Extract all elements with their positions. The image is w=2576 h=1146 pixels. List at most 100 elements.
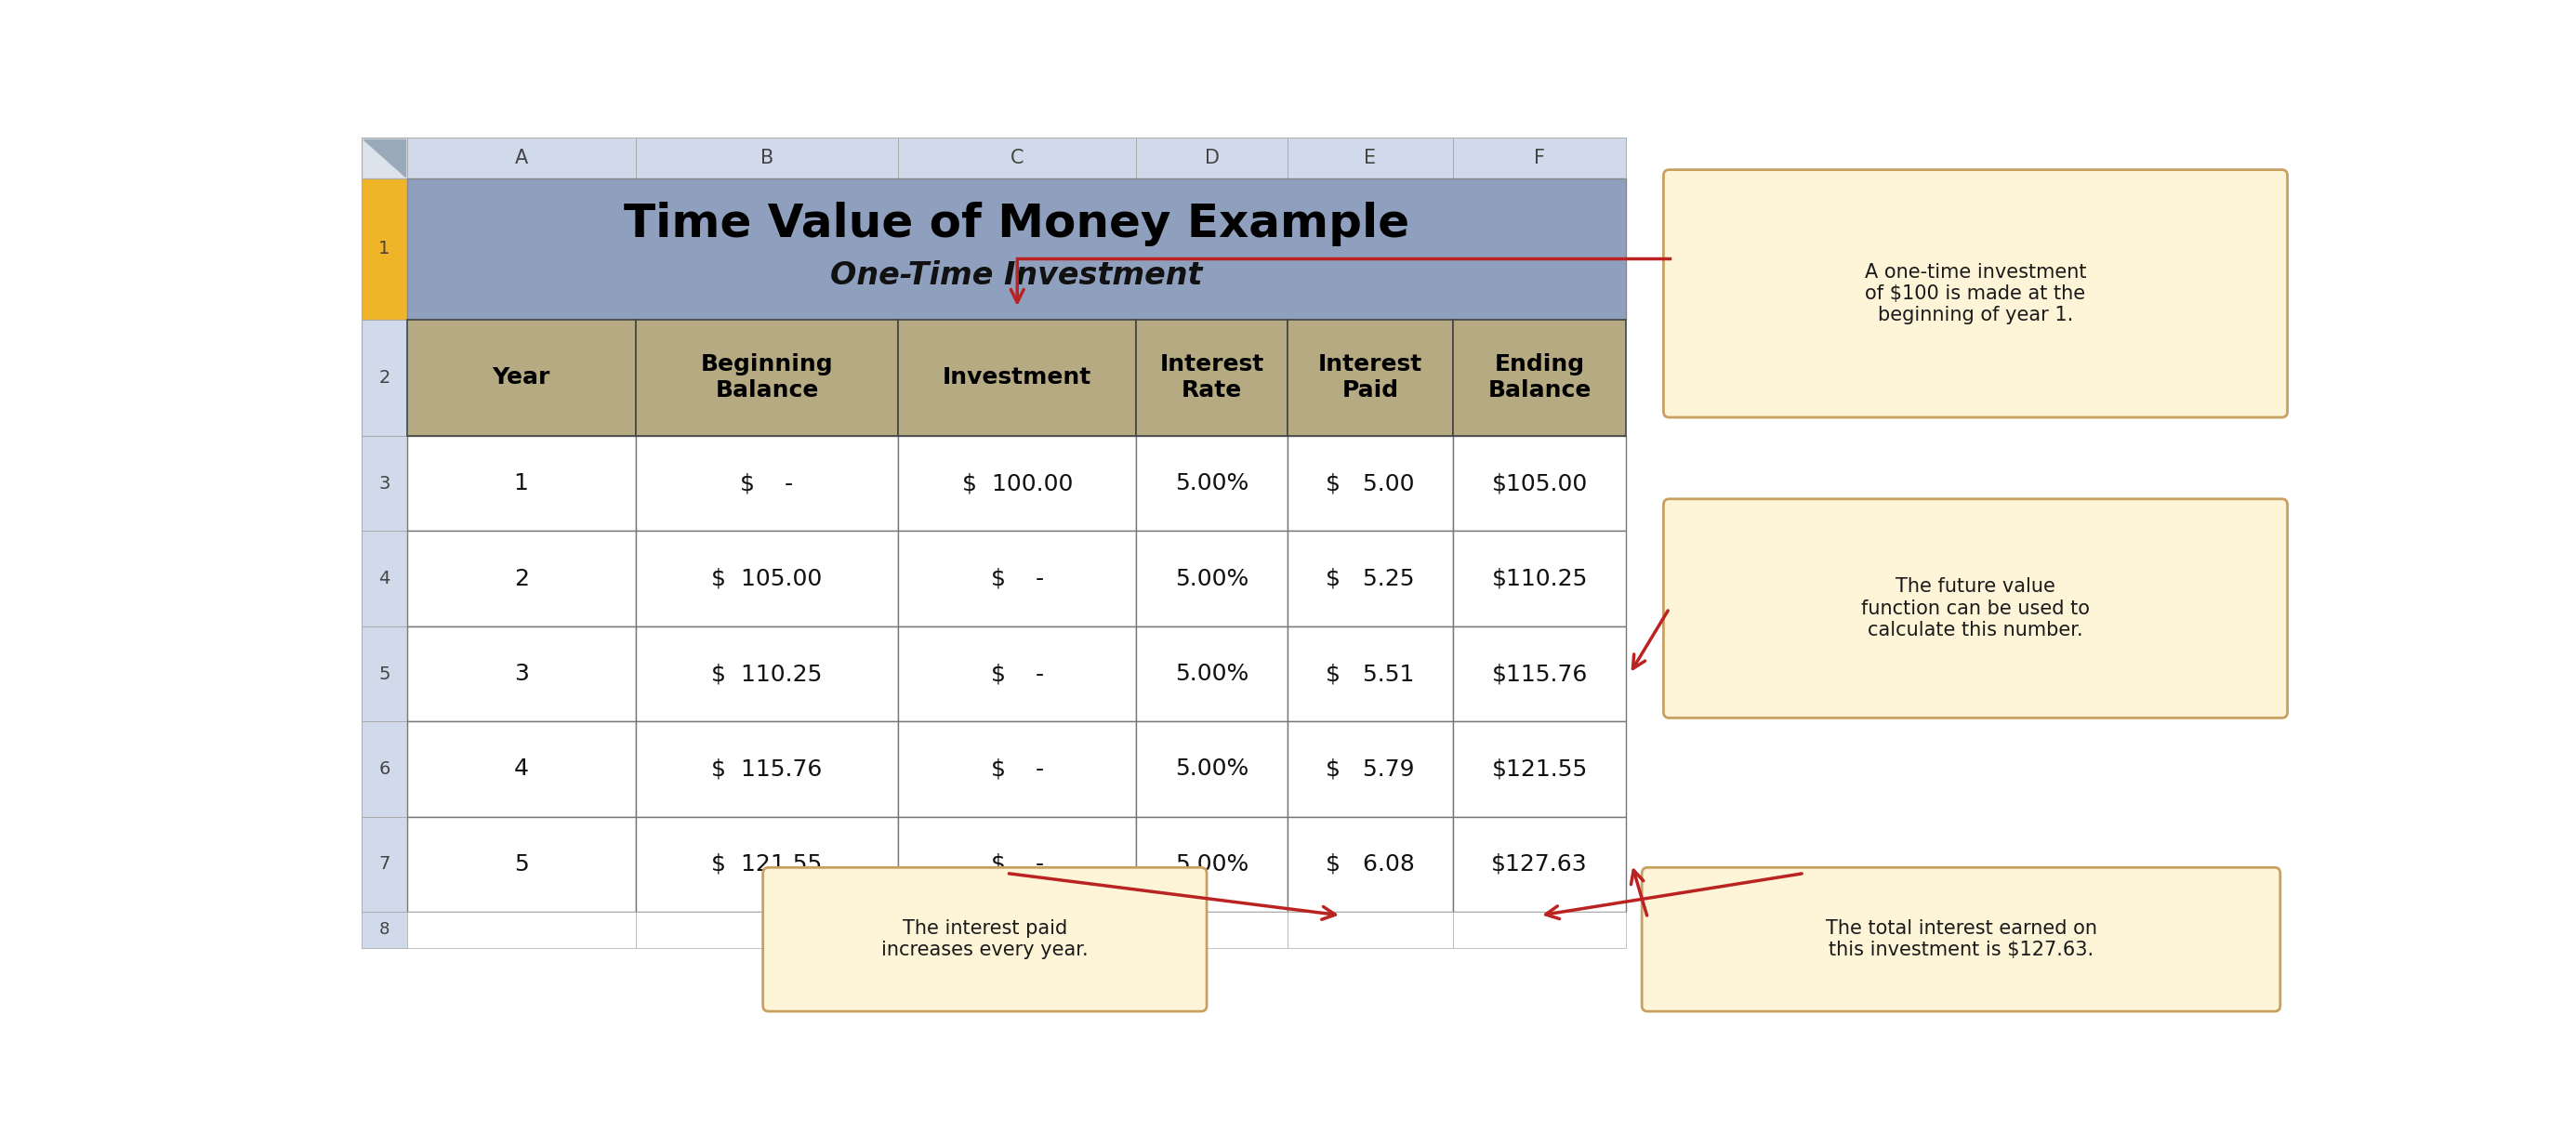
Bar bbox=[899, 138, 1136, 179]
Text: C: C bbox=[1010, 149, 1025, 167]
Text: $110.25: $110.25 bbox=[1492, 567, 1587, 590]
Text: 3: 3 bbox=[379, 474, 389, 493]
Polygon shape bbox=[363, 140, 404, 176]
Text: The total interest earned on
this investment is $127.63.: The total interest earned on this invest… bbox=[1826, 919, 2097, 959]
Bar bbox=[407, 138, 636, 179]
Bar bbox=[1136, 627, 1288, 722]
Text: 1: 1 bbox=[513, 472, 528, 495]
Text: E: E bbox=[1365, 149, 1376, 167]
Text: $  100.00: $ 100.00 bbox=[961, 472, 1072, 495]
Text: $    -: $ - bbox=[992, 758, 1043, 780]
Text: $   6.08: $ 6.08 bbox=[1327, 853, 1414, 876]
Bar bbox=[407, 179, 1625, 320]
Bar bbox=[361, 722, 407, 817]
Text: A: A bbox=[515, 149, 528, 167]
Bar bbox=[1288, 627, 1453, 722]
Text: $    -: $ - bbox=[992, 853, 1043, 876]
Text: Investment: Investment bbox=[943, 367, 1092, 388]
Text: B: B bbox=[760, 149, 773, 167]
Bar bbox=[407, 912, 636, 948]
Text: $   5.79: $ 5.79 bbox=[1327, 758, 1414, 780]
Bar bbox=[361, 179, 407, 320]
Bar bbox=[361, 627, 407, 722]
Bar bbox=[899, 627, 1136, 722]
Text: $121.55: $121.55 bbox=[1492, 758, 1587, 780]
Bar bbox=[1136, 912, 1288, 948]
Text: D: D bbox=[1206, 149, 1218, 167]
Bar bbox=[1453, 320, 1625, 435]
Bar bbox=[636, 435, 899, 531]
Text: $   5.25: $ 5.25 bbox=[1327, 567, 1414, 590]
Text: Year: Year bbox=[492, 367, 551, 388]
Text: 7: 7 bbox=[379, 855, 389, 873]
Text: $    -: $ - bbox=[992, 662, 1043, 685]
Bar bbox=[899, 722, 1136, 817]
Text: $   5.51: $ 5.51 bbox=[1327, 662, 1414, 685]
Text: 1: 1 bbox=[379, 240, 389, 258]
Bar bbox=[1136, 138, 1288, 179]
Bar bbox=[1453, 722, 1625, 817]
Text: A one-time investment
of $100 is made at the
beginning of year 1.: A one-time investment of $100 is made at… bbox=[1865, 262, 2087, 324]
Text: Beginning
Balance: Beginning Balance bbox=[701, 354, 832, 402]
Bar bbox=[407, 531, 636, 627]
FancyBboxPatch shape bbox=[1664, 170, 2287, 417]
Bar bbox=[361, 531, 407, 627]
Bar bbox=[899, 531, 1136, 627]
Bar bbox=[636, 817, 899, 912]
Bar bbox=[636, 912, 899, 948]
Text: $    -: $ - bbox=[992, 567, 1043, 590]
Bar bbox=[636, 138, 899, 179]
Bar bbox=[1136, 320, 1288, 435]
Text: 2: 2 bbox=[379, 369, 389, 386]
Text: $  110.25: $ 110.25 bbox=[711, 662, 822, 685]
Bar bbox=[1136, 531, 1288, 627]
Bar bbox=[1288, 435, 1453, 531]
Text: Interest
Rate: Interest Rate bbox=[1159, 354, 1265, 402]
Text: 4: 4 bbox=[379, 570, 389, 588]
FancyBboxPatch shape bbox=[1641, 868, 2280, 1012]
Bar bbox=[899, 320, 1136, 435]
Bar bbox=[1453, 531, 1625, 627]
Bar bbox=[899, 435, 1136, 531]
Text: 3: 3 bbox=[513, 662, 528, 685]
FancyBboxPatch shape bbox=[762, 868, 1206, 1012]
Bar bbox=[361, 817, 407, 912]
Text: F: F bbox=[1533, 149, 1546, 167]
Bar bbox=[1288, 320, 1453, 435]
Text: One-Time Investment: One-Time Investment bbox=[829, 260, 1203, 291]
Text: $115.76: $115.76 bbox=[1492, 662, 1587, 685]
Text: $  121.55: $ 121.55 bbox=[711, 853, 822, 876]
Bar bbox=[1288, 531, 1453, 627]
Text: The future value
function can be used to
calculate this number.: The future value function can be used to… bbox=[1860, 578, 2089, 639]
Bar bbox=[407, 320, 636, 435]
FancyBboxPatch shape bbox=[1664, 499, 2287, 717]
Bar bbox=[361, 138, 407, 179]
Text: $  115.76: $ 115.76 bbox=[711, 758, 822, 780]
Text: The interest paid
increases every year.: The interest paid increases every year. bbox=[881, 919, 1087, 959]
Bar bbox=[1136, 722, 1288, 817]
Bar bbox=[636, 722, 899, 817]
Text: $127.63: $127.63 bbox=[1492, 853, 1587, 876]
Text: 5: 5 bbox=[513, 853, 528, 876]
Text: 8: 8 bbox=[379, 921, 389, 939]
Bar bbox=[899, 912, 1136, 948]
Bar bbox=[1288, 138, 1453, 179]
Bar bbox=[1136, 817, 1288, 912]
Text: $    -: $ - bbox=[739, 472, 793, 495]
Bar bbox=[1453, 435, 1625, 531]
Text: 5: 5 bbox=[379, 665, 389, 683]
Bar bbox=[1453, 912, 1625, 948]
Bar bbox=[407, 435, 636, 531]
Text: 4: 4 bbox=[513, 758, 528, 780]
Bar bbox=[1453, 817, 1625, 912]
Bar bbox=[1453, 138, 1625, 179]
Bar bbox=[636, 531, 899, 627]
Text: Time Value of Money Example: Time Value of Money Example bbox=[623, 202, 1409, 246]
Text: 5.00%: 5.00% bbox=[1175, 758, 1249, 780]
Text: 5.00%: 5.00% bbox=[1175, 853, 1249, 876]
Bar bbox=[407, 722, 636, 817]
Bar bbox=[407, 627, 636, 722]
Text: Interest
Paid: Interest Paid bbox=[1319, 354, 1422, 402]
Bar bbox=[1288, 722, 1453, 817]
Text: 5.00%: 5.00% bbox=[1175, 472, 1249, 495]
